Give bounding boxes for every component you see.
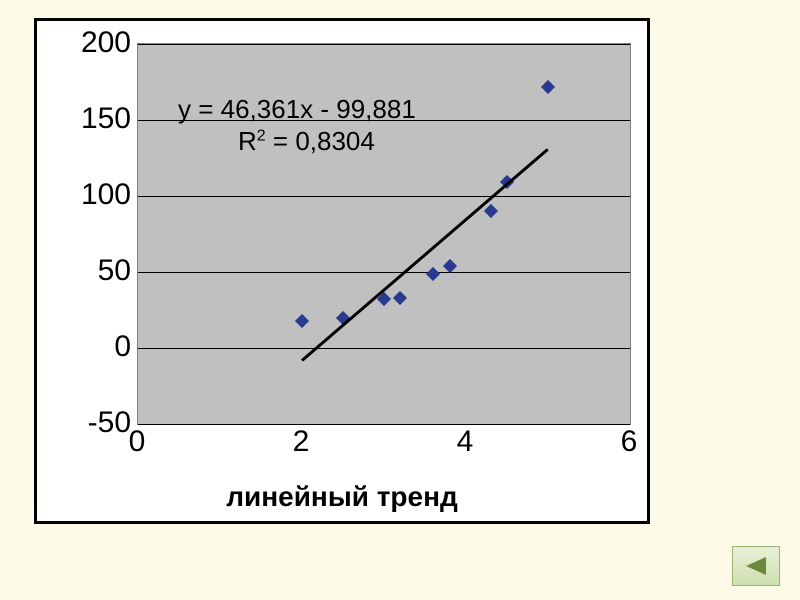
data-marker xyxy=(484,204,498,218)
triangle-left-icon xyxy=(744,556,768,576)
gridline-h xyxy=(138,272,630,273)
y-tick-label: 50 xyxy=(51,254,131,288)
r-squared-label: R2 = 0,8304 xyxy=(238,126,375,157)
chart-frame: y = 46,361x - 99,881R2 = 0,8304 -5005010… xyxy=(34,18,650,524)
back-button[interactable] xyxy=(732,546,780,586)
trendline xyxy=(301,148,549,362)
data-marker xyxy=(426,266,440,280)
gridline-h xyxy=(138,348,630,349)
y-tick-label: -50 xyxy=(51,406,131,440)
chart-title: линейный тренд xyxy=(37,481,647,513)
data-marker xyxy=(443,259,457,273)
y-tick-label: 100 xyxy=(51,178,131,212)
x-tick-label: 4 xyxy=(457,425,474,459)
gridline-h xyxy=(138,424,630,425)
x-tick-label: 2 xyxy=(293,425,310,459)
x-tick-label: 0 xyxy=(129,425,146,459)
gridline-h xyxy=(138,44,630,45)
data-marker xyxy=(393,291,407,305)
plot-area: y = 46,361x - 99,881R2 = 0,8304 xyxy=(137,43,631,425)
data-marker xyxy=(541,79,555,93)
x-tick-label: 6 xyxy=(621,425,638,459)
data-marker xyxy=(295,314,309,328)
y-tick-label: 150 xyxy=(51,102,131,136)
chart-inner: y = 46,361x - 99,881R2 = 0,8304 -5005010… xyxy=(37,21,647,521)
equation-label: y = 46,361x - 99,881 xyxy=(178,94,416,125)
y-tick-label: 0 xyxy=(51,330,131,364)
y-tick-label: 200 xyxy=(51,26,131,60)
gridline-h xyxy=(138,196,630,197)
slide: y = 46,361x - 99,881R2 = 0,8304 -5005010… xyxy=(0,0,800,600)
